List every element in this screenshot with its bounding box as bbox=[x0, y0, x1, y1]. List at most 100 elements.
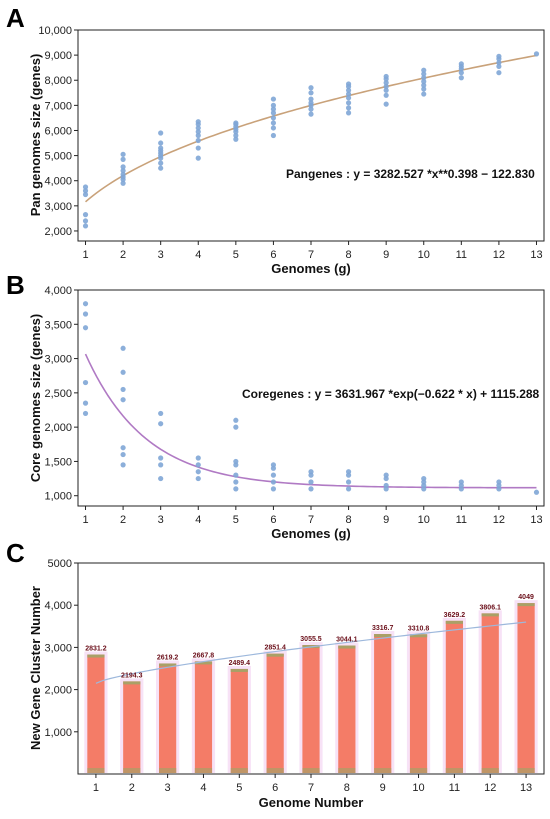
core-y-axis-label: Core genomes size (genes) bbox=[28, 314, 43, 482]
bar bbox=[409, 634, 428, 773]
a-y-tick-label: 5,000 bbox=[44, 151, 72, 163]
a-data-point bbox=[195, 125, 201, 131]
b-data-point bbox=[270, 462, 277, 468]
bar-cap bbox=[159, 663, 177, 667]
new-gene-x-axis-label: Genome Number bbox=[259, 795, 364, 810]
a-data-point bbox=[345, 110, 352, 116]
a-x-tick-label: 9 bbox=[383, 249, 389, 261]
bar-cap bbox=[481, 613, 499, 617]
a-x-tick-label: 10 bbox=[418, 249, 430, 261]
a-x-tick-label: 8 bbox=[346, 249, 352, 261]
a-data-point bbox=[82, 218, 89, 224]
a-data-point bbox=[270, 120, 277, 126]
b-x-tick-label: 1 bbox=[82, 514, 88, 526]
b-data-point bbox=[233, 472, 239, 478]
b-data-point bbox=[82, 400, 89, 406]
bar-base bbox=[194, 768, 213, 773]
bar-cap bbox=[123, 681, 141, 685]
a-data-point bbox=[82, 212, 89, 218]
b-data-point bbox=[158, 455, 164, 461]
pan-data-points bbox=[82, 51, 540, 229]
pan-y-axis-label: Pan genomes size (genes) bbox=[28, 54, 43, 217]
a-data-point bbox=[345, 105, 352, 111]
new-gene-x-tick-label: 4 bbox=[200, 782, 206, 794]
b-x-tick-label: 10 bbox=[418, 514, 430, 526]
bar-cap bbox=[230, 668, 248, 672]
b-y-tick-label: 2,500 bbox=[44, 388, 72, 400]
bar bbox=[194, 661, 213, 773]
core-x-axis-ticks: 1 2 3 4 5 6 7 8 9 10 11 12 13 bbox=[82, 506, 543, 526]
b-x-tick-label: 7 bbox=[308, 514, 314, 526]
b-data-point bbox=[270, 472, 277, 478]
a-data-point bbox=[496, 60, 502, 66]
b-data-point bbox=[270, 479, 277, 485]
bar bbox=[302, 645, 320, 773]
b-data-point bbox=[120, 369, 126, 375]
bar-value-label: 2831.2 bbox=[85, 646, 107, 653]
a-data-point bbox=[158, 145, 164, 151]
a-data-point bbox=[308, 90, 314, 96]
panel-b-letter: B bbox=[6, 270, 25, 300]
bar bbox=[87, 654, 105, 773]
bar-value-label: 3316.7 bbox=[372, 625, 394, 632]
a-y-tick-label: 10,000 bbox=[38, 25, 72, 37]
a-data-point bbox=[233, 132, 239, 139]
a-y-tick-label: 7,000 bbox=[44, 100, 72, 112]
b-x-tick-label: 3 bbox=[158, 514, 164, 526]
pan-equation: Pangenes : y = 3282.527 *x**0.398 − 122.… bbox=[286, 167, 535, 181]
new-gene-y-tick-label: 3,000 bbox=[44, 642, 72, 654]
b-y-tick-label: 3,000 bbox=[44, 354, 72, 366]
bar-value-label: 2667.8 bbox=[193, 652, 215, 659]
bar bbox=[338, 645, 356, 773]
bar-base bbox=[374, 768, 392, 773]
b-x-tick-label: 11 bbox=[456, 514, 467, 526]
a-data-point bbox=[270, 132, 277, 139]
a-data-point bbox=[345, 81, 352, 87]
b-data-point bbox=[233, 458, 239, 465]
bar bbox=[517, 603, 535, 773]
a-data-point bbox=[233, 120, 239, 126]
a-data-point bbox=[421, 71, 427, 77]
bar-base bbox=[123, 768, 141, 773]
bar-base bbox=[481, 768, 499, 773]
b-data-point bbox=[120, 397, 126, 403]
b-data-point bbox=[496, 479, 502, 485]
a-data-point bbox=[308, 100, 314, 106]
bar-value-label: 3310.8 bbox=[408, 625, 430, 632]
bar-base bbox=[445, 768, 463, 773]
b-data-point bbox=[383, 482, 389, 489]
b-x-tick-label: 8 bbox=[346, 514, 352, 526]
a-data-point bbox=[308, 85, 314, 91]
b-x-tick-label: 6 bbox=[270, 514, 276, 526]
a-data-point bbox=[421, 78, 427, 85]
pan-y-axis-ticks: 2,000 3,000 4,000 5,000 6,000 7,000 8,000 9,000… bbox=[38, 25, 78, 238]
a-data-point bbox=[383, 87, 389, 93]
a-data-point bbox=[345, 95, 352, 101]
b-data-point bbox=[345, 469, 352, 475]
bar-cap bbox=[517, 603, 535, 607]
new-gene-x-tick-label: 7 bbox=[308, 782, 314, 794]
core-fit-curve bbox=[84, 353, 537, 489]
b-x-tick-label: 5 bbox=[233, 514, 239, 526]
new-gene-value-labels: 2831.2 2194.3 2619.2 2667.8 2489.4 2851.4 3055… bbox=[85, 594, 534, 679]
b-data-point bbox=[421, 475, 427, 482]
new-gene-x-tick-label: 9 bbox=[380, 782, 386, 794]
a-x-tick-label: 6 bbox=[270, 249, 276, 261]
new-gene-trend-line bbox=[95, 621, 527, 684]
a-x-tick-label: 1 bbox=[82, 249, 88, 261]
a-x-tick-label: 12 bbox=[493, 249, 505, 261]
b-y-tick-label: 1,000 bbox=[44, 491, 72, 503]
pan-genome-chart: 2,000 3,000 4,000 5,000 6,000 7,000 8,000 9,000… bbox=[28, 25, 545, 276]
bar-base bbox=[159, 768, 177, 773]
new-gene-x-tick-label: 12 bbox=[484, 782, 496, 794]
panel-a-letter: A bbox=[6, 3, 25, 33]
new-gene-bars bbox=[84, 600, 538, 773]
a-data-point bbox=[270, 115, 277, 121]
bar bbox=[445, 620, 463, 773]
b-data-point bbox=[308, 479, 314, 485]
b-data-point bbox=[158, 475, 164, 482]
b-x-tick-label: 4 bbox=[195, 514, 201, 526]
bar-value-label: 2619.2 bbox=[157, 654, 179, 661]
b-data-point bbox=[120, 445, 126, 451]
